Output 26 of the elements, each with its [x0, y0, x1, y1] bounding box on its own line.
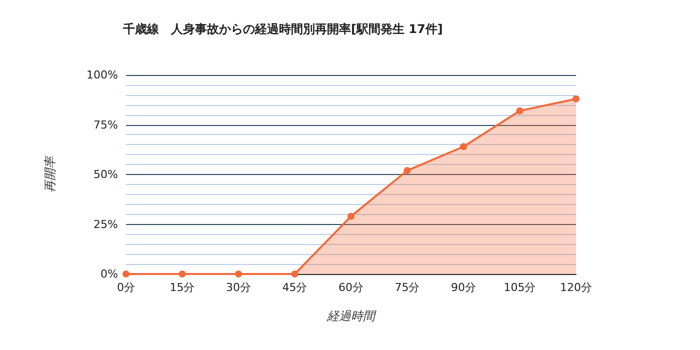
- point: [178, 270, 186, 278]
- y-tick-label: 100%: [86, 68, 118, 82]
- x-tick-label: 105分: [504, 281, 536, 294]
- y-tick-label: 75%: [94, 118, 118, 132]
- chart-title: 千歳線 人身事故からの経過時間別再開率[駅間発生 17件]: [122, 22, 443, 36]
- x-tick-label: 90分: [451, 281, 476, 294]
- x-tick-label: 30分: [226, 281, 251, 294]
- y-axis-title: 再開率: [43, 154, 57, 192]
- x-tick-label: 75分: [394, 281, 420, 294]
- point: [404, 167, 411, 174]
- point: [516, 107, 524, 114]
- y-tick-label: 50%: [94, 168, 118, 181]
- x-tick-label: 15分: [170, 281, 195, 294]
- x-tick-label: 120分: [560, 281, 592, 294]
- point: [460, 143, 467, 150]
- point: [291, 270, 298, 278]
- x-tick-label: 45分: [282, 281, 308, 294]
- x-axis-title: 経過時間: [326, 309, 377, 323]
- y-tick-label: 25%: [94, 218, 118, 231]
- point: [122, 270, 130, 278]
- y-tick-label: 0%: [100, 268, 118, 280]
- point: [235, 270, 242, 278]
- x-tick-label: 60分: [338, 281, 364, 294]
- x-tick-label: 0分: [117, 281, 135, 294]
- point: [348, 212, 354, 220]
- point: [572, 95, 580, 102]
